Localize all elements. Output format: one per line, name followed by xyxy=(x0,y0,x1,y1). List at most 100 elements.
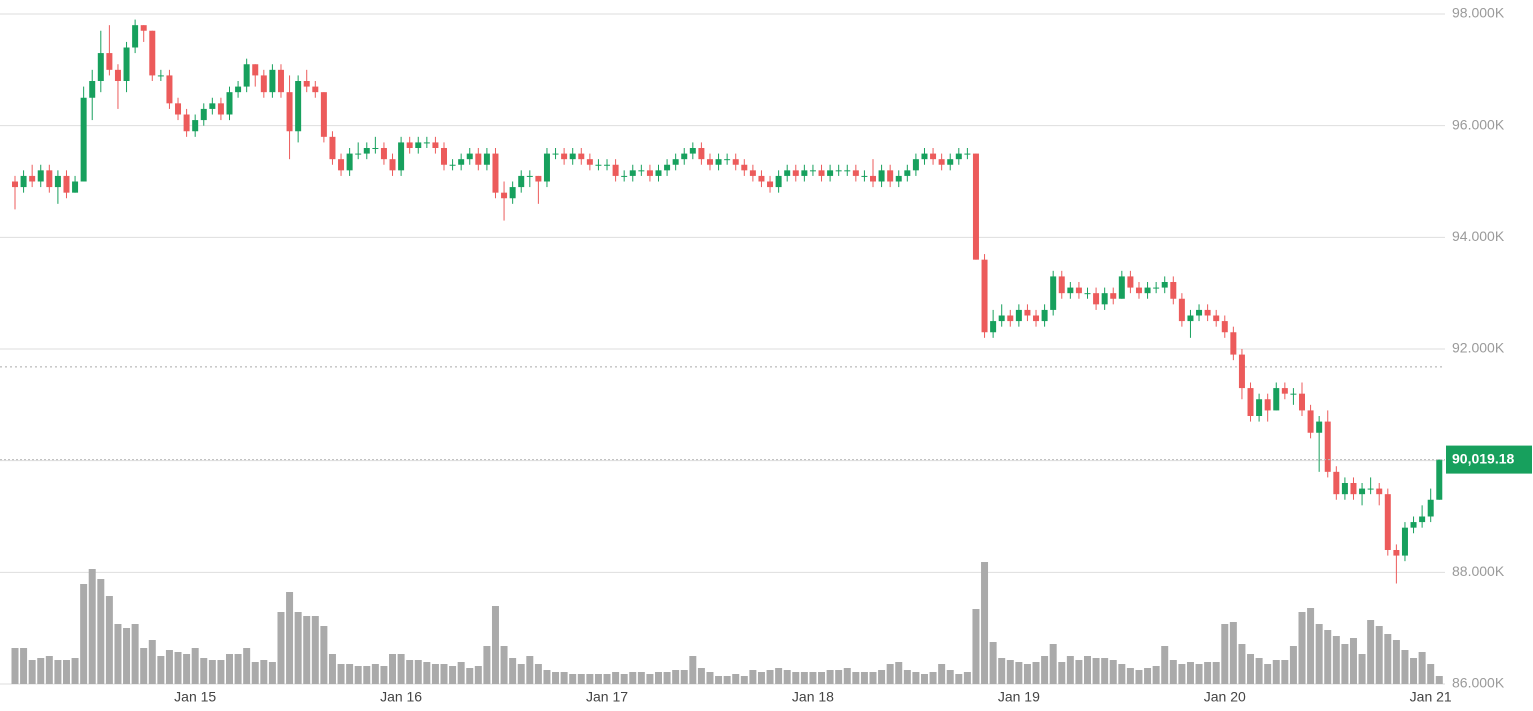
candle-body xyxy=(37,170,44,182)
candle-body xyxy=(535,175,542,182)
candle-body xyxy=(955,153,962,160)
volume-bar xyxy=(431,664,439,684)
candle-body xyxy=(1316,421,1323,433)
candle-body xyxy=(389,159,396,171)
candle-body xyxy=(1084,293,1091,295)
volume-bar xyxy=(80,584,88,684)
volume-bar xyxy=(1238,644,1246,684)
candle-body xyxy=(1221,321,1228,333)
volume-bar xyxy=(406,660,414,684)
candle-body xyxy=(346,153,353,171)
volume-bar xyxy=(123,628,131,684)
volume-bar xyxy=(20,648,28,684)
volume-bar xyxy=(97,579,105,684)
candle-body xyxy=(1110,293,1117,299)
volume-bar xyxy=(54,660,62,684)
candle-body xyxy=(1333,471,1340,495)
volume-bar xyxy=(1109,660,1117,684)
volume-bar xyxy=(749,670,757,684)
last-price-label: 90,019.18 xyxy=(1452,450,1514,466)
candle-body xyxy=(921,153,928,160)
candle-body xyxy=(1307,410,1314,433)
volume-bar xyxy=(972,609,980,684)
volume-bar xyxy=(577,674,585,684)
volume-bar xyxy=(183,654,191,684)
candle-body xyxy=(46,170,53,188)
candle-body xyxy=(569,153,576,160)
candle-body xyxy=(1230,332,1237,355)
candle-body xyxy=(543,153,550,182)
volume-bar xyxy=(500,646,508,684)
volume-bar xyxy=(586,674,594,684)
volume-bar xyxy=(148,640,156,684)
candle-body xyxy=(114,69,121,81)
volume-bar xyxy=(320,626,328,684)
candle-body xyxy=(1118,276,1125,299)
volume-bar xyxy=(1289,646,1297,684)
volume-bar xyxy=(1392,640,1400,684)
candle-body xyxy=(1170,282,1177,299)
volume-bar xyxy=(234,654,242,684)
volume-bar xyxy=(809,672,817,684)
volume-bar xyxy=(629,672,637,684)
volume-bar xyxy=(1401,650,1409,684)
candle-body xyxy=(1204,309,1211,316)
volume-bar xyxy=(946,670,954,684)
candle-body xyxy=(732,159,739,165)
volume-bar xyxy=(440,664,448,684)
volume-bar xyxy=(1255,658,1263,684)
volume-bar xyxy=(843,668,851,684)
volume-bar xyxy=(1032,662,1040,684)
candle-body xyxy=(689,148,696,154)
volume-bar xyxy=(1375,626,1383,684)
candle-body xyxy=(621,175,628,177)
volume-bar xyxy=(1384,634,1392,684)
volume-bar xyxy=(715,676,723,684)
volume-bar xyxy=(689,656,697,684)
volume-bar xyxy=(509,658,517,684)
volume-bar xyxy=(929,672,937,684)
candle-body xyxy=(320,92,327,137)
candle-body xyxy=(904,170,911,176)
volume-bar xyxy=(1247,654,1255,684)
volume-bar xyxy=(1161,646,1169,684)
volume-bar xyxy=(783,670,791,684)
candle-body xyxy=(1041,309,1048,322)
volume-bar xyxy=(371,664,379,684)
candle-body xyxy=(561,153,568,160)
volume-bar xyxy=(517,664,525,684)
volume-bar xyxy=(552,672,560,684)
volume-bar xyxy=(663,672,671,684)
candle-body xyxy=(1015,309,1022,322)
volume-bar xyxy=(491,606,499,684)
candle-body xyxy=(1384,494,1391,550)
volume-bar xyxy=(672,670,680,684)
candle-body xyxy=(243,64,250,87)
volume-bar xyxy=(1178,664,1186,684)
candle-body xyxy=(509,187,516,199)
candle-body xyxy=(792,170,799,176)
candle-body xyxy=(1187,315,1194,322)
volume-bar xyxy=(534,664,542,684)
candle-body xyxy=(870,175,876,182)
volume-bar xyxy=(466,668,474,684)
candle-body xyxy=(63,175,70,193)
candle-body xyxy=(12,181,18,188)
candle-body xyxy=(655,170,662,176)
volume-bar xyxy=(37,658,45,684)
volume-bar xyxy=(852,672,860,684)
candle-body xyxy=(466,153,473,160)
volume-bar xyxy=(243,648,251,684)
candle-body xyxy=(1419,516,1426,523)
candle-body xyxy=(175,103,182,115)
candle-body xyxy=(277,69,284,93)
volume-bar xyxy=(560,672,568,684)
candle-body xyxy=(72,181,79,193)
volume-bar xyxy=(131,624,139,684)
volume-bar xyxy=(1367,620,1375,684)
candle-body xyxy=(1058,276,1065,294)
candle-body xyxy=(895,175,902,182)
volume-bar xyxy=(1281,660,1289,684)
candle-body xyxy=(887,170,894,182)
candle-body xyxy=(604,164,611,166)
